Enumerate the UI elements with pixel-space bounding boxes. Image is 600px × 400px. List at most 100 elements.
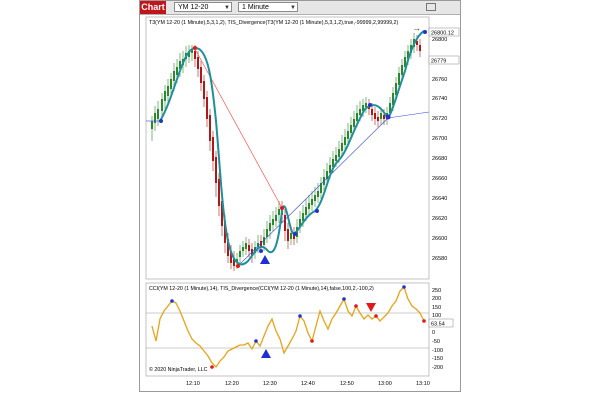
- candle-body: [293, 233, 295, 239]
- cci-tick: 250: [432, 288, 441, 294]
- candle-body: [320, 183, 322, 193]
- cci-tick: -100: [432, 348, 443, 354]
- bullish-divergence-line: [237, 117, 389, 267]
- cci-pivot-dot: [422, 319, 426, 323]
- candle-body: [338, 149, 340, 157]
- candle-body: [212, 137, 214, 161]
- candle-body: [416, 41, 418, 45]
- candle-body: [365, 103, 367, 107]
- candle-body: [257, 243, 259, 247]
- candle-body: [254, 247, 256, 253]
- price-tick: 26620: [432, 216, 447, 222]
- cci-pivot-dot: [298, 314, 302, 318]
- candle-body: [227, 239, 229, 256]
- t3-pivot-dot: [236, 264, 240, 268]
- period-selector[interactable]: 1 Minute ▼: [238, 2, 298, 12]
- cci-indicator-label: CCI(YM 12-20 (1 Minute),14), TIS_Diverge…: [149, 286, 374, 292]
- current-price-badge: [428, 55, 460, 65]
- candle-body: [188, 51, 190, 57]
- chart-tab[interactable]: Chart: [140, 1, 166, 14]
- price-tick: 26720: [432, 116, 447, 122]
- candle-body: [173, 71, 175, 81]
- t3-pivot-dot: [315, 209, 319, 213]
- chevron-down-icon: ▼: [290, 5, 296, 11]
- period-value: 1 Minute: [242, 4, 269, 11]
- candle-body: [278, 209, 280, 215]
- price-tick: 26600: [432, 236, 447, 242]
- chart-canvas[interactable]: T3(YM 12-20 (1 Minute),5,3,1,2), TIS_Div…: [140, 1, 460, 391]
- candle-body: [374, 113, 376, 119]
- t3-pivot-dot: [423, 30, 427, 34]
- price-tick: 26680: [432, 156, 447, 162]
- price-indicator-label: T3(YM 12-20 (1 Minute),5,3,1,2), TIS_Div…: [149, 20, 399, 26]
- cci-pivot-dot: [254, 339, 258, 343]
- candle-body: [161, 99, 163, 111]
- price-tick: 26580: [432, 256, 447, 262]
- chevron-down-icon: ▼: [224, 5, 230, 11]
- candle-body: [371, 109, 373, 115]
- candle-body: [266, 229, 268, 237]
- candle-body: [377, 117, 379, 121]
- candle-body: [389, 103, 391, 113]
- chart-toolbar: Chart YM 12-20 ▼ 1 Minute ▼: [140, 1, 460, 15]
- cci-tick: 150: [432, 305, 441, 311]
- price-tick: 26740: [432, 96, 447, 102]
- candle-body: [218, 179, 220, 206]
- candle-body: [191, 49, 193, 53]
- cci-pivot-dot: [210, 365, 214, 369]
- cci-pivot-dot: [342, 297, 346, 301]
- candle-body: [224, 221, 226, 243]
- candle-body: [407, 51, 409, 59]
- time-axis: 12:10 12:20 12:30 12:40 12:50 13:00 13:1…: [186, 381, 430, 387]
- candle-body: [341, 143, 343, 151]
- candle-body: [383, 115, 385, 119]
- time-tick: 12:20: [225, 381, 239, 387]
- buy-signal-triangle: [260, 255, 270, 264]
- instrument-selector[interactable]: YM 12-20 ▼: [174, 2, 232, 12]
- candle-body: [359, 109, 361, 115]
- candle-body: [157, 109, 159, 119]
- copyright-text: © 2020 NinjaTrader, LLC: [149, 366, 208, 373]
- cci-axis: 250 200 150 100 0 -50 -100 -150 -200: [432, 288, 443, 371]
- properties-icon[interactable]: [426, 3, 436, 11]
- candle-body: [194, 51, 196, 59]
- candle-body: [284, 215, 286, 231]
- cci-pivot-dot: [310, 339, 314, 343]
- candle-body: [362, 105, 364, 111]
- chart-window: Chart YM 12-20 ▼ 1 Minute ▼ T3(YM 12-20 …: [139, 0, 461, 392]
- candle-body: [215, 157, 217, 183]
- arrow-right-icon[interactable]: →: [412, 23, 421, 33]
- candle-body: [344, 137, 346, 145]
- candle-body: [230, 251, 232, 263]
- bullish-divergence-line: [387, 111, 430, 119]
- time-tick: 12:40: [301, 381, 315, 387]
- candle-body: [395, 83, 397, 95]
- candle-body: [392, 93, 394, 105]
- t3-pivot-dot: [159, 119, 163, 123]
- time-tick: 12:30: [263, 381, 277, 387]
- buy-signal-triangle: [261, 349, 271, 358]
- candle-body: [242, 247, 244, 251]
- candle-body: [245, 243, 247, 249]
- candle-body: [398, 73, 400, 85]
- candle-body: [176, 67, 178, 75]
- candle-body: [317, 191, 319, 197]
- price-tick: 26640: [432, 196, 447, 202]
- t3-pivot-dot: [259, 249, 263, 253]
- candle-body: [275, 215, 277, 221]
- candle-body: [302, 213, 304, 221]
- candle-body: [419, 45, 421, 51]
- candle-body: [272, 219, 274, 225]
- candle-body: [197, 57, 199, 69]
- cci-tick: -50: [432, 339, 440, 345]
- candle-body: [305, 207, 307, 215]
- cci-pivot-dot: [374, 314, 378, 318]
- candle-body: [311, 199, 313, 205]
- candle-body: [287, 229, 289, 241]
- candle-body: [164, 91, 166, 101]
- candle-body: [380, 113, 382, 119]
- candle-body: [290, 233, 292, 239]
- cci-tick: -200: [432, 365, 443, 371]
- candle-body: [248, 245, 250, 251]
- cci-tick: 200: [432, 296, 441, 302]
